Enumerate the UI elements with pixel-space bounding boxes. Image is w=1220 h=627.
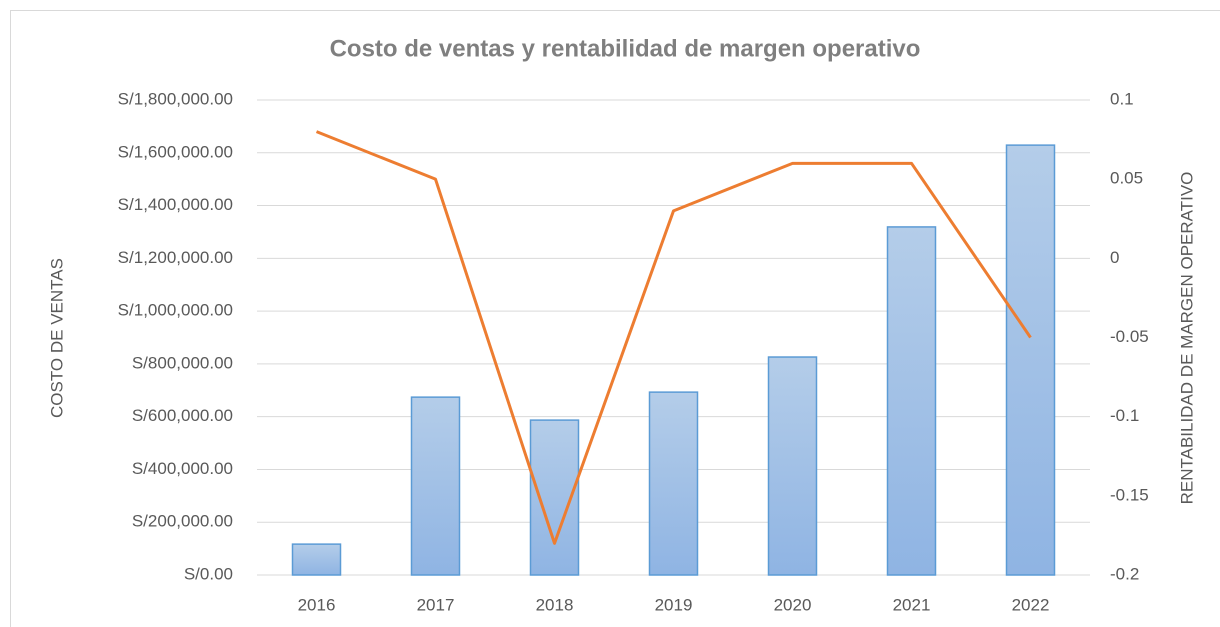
y2-tick-label: 0.1 — [1110, 89, 1134, 108]
y-tick-label: S/0.00 — [184, 564, 233, 583]
y-tick-label: S/1,000,000.00 — [118, 301, 233, 320]
x-tick-label: 2019 — [655, 595, 693, 614]
bar — [410, 396, 461, 576]
bar — [1005, 144, 1056, 576]
x-tick-label: 2022 — [1012, 595, 1050, 614]
y2-axis-title: RENTABILIDAD DE MARGEN OPERATIVO — [1177, 172, 1196, 505]
bar — [648, 391, 699, 576]
y-tick-label: S/600,000.00 — [132, 406, 233, 425]
y-tick-label: S/200,000.00 — [132, 512, 233, 531]
bar — [767, 356, 818, 576]
x-tick-label: 2018 — [536, 595, 574, 614]
y2-tick-label: -0.05 — [1110, 327, 1149, 346]
y2-tick-label: 0.05 — [1110, 169, 1143, 188]
x-tick-label: 2016 — [298, 595, 336, 614]
x-tick-label: 2021 — [893, 595, 931, 614]
bar — [886, 226, 937, 576]
y-tick-label: S/1,400,000.00 — [118, 195, 233, 214]
y-axis-title: COSTO DE VENTAS — [47, 258, 66, 418]
bar — [291, 543, 342, 576]
y2-tick-label: -0.15 — [1110, 485, 1149, 504]
y-tick-label: S/1,800,000.00 — [118, 89, 233, 108]
y-tick-label: S/1,200,000.00 — [118, 248, 233, 267]
y-tick-label: S/400,000.00 — [132, 459, 233, 478]
line — [315, 130, 1032, 545]
y-tick-label: S/800,000.00 — [132, 353, 233, 372]
y-tick-label: S/1,600,000.00 — [118, 142, 233, 161]
y2-tick-label: 0 — [1110, 248, 1119, 267]
x-tick-label: 2020 — [774, 595, 812, 614]
y2-tick-label: -0.2 — [1110, 564, 1139, 583]
y2-tick-label: -0.1 — [1110, 406, 1139, 425]
x-tick-label: 2017 — [417, 595, 455, 614]
chart-title: Costo de ventas y rentabilidad de margen… — [330, 35, 921, 62]
